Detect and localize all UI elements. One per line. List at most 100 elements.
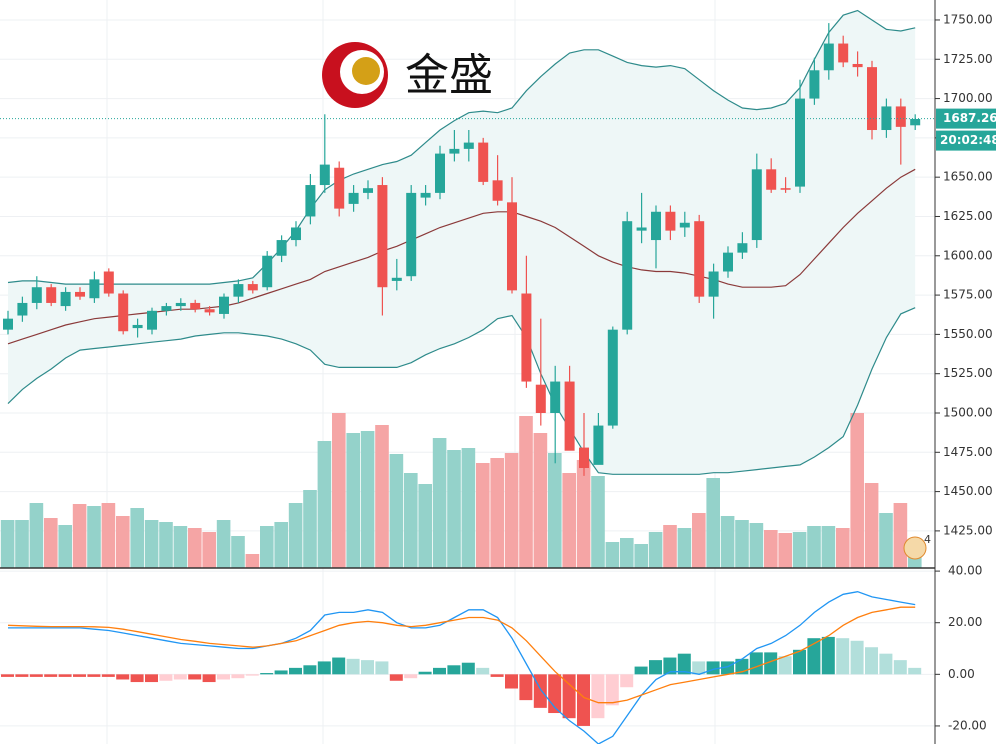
candle-body (910, 119, 921, 126)
candle-body (492, 180, 503, 201)
macd-histogram-bar (346, 658, 360, 675)
macd-histogram-bar (73, 674, 86, 677)
candle-body (161, 306, 172, 311)
candle-body (89, 279, 100, 299)
macd-histogram-bar (692, 661, 706, 675)
volume-bar (144, 520, 159, 568)
macd-histogram-bar (303, 665, 317, 675)
candle-body (751, 169, 762, 241)
candle-body (521, 293, 532, 382)
logo: 金盛 (322, 42, 493, 108)
candle-body (463, 142, 474, 149)
macd-histogram-bar (130, 674, 144, 683)
volume-bar (44, 518, 58, 568)
volume-bar (735, 520, 749, 568)
candle-body (881, 106, 892, 131)
volume-bar (778, 533, 792, 568)
candle-body (46, 287, 57, 303)
y-tick-label: 20.00 (948, 615, 982, 629)
macd-line (8, 591, 916, 744)
candle-body (31, 287, 42, 303)
macd-histogram-bar (245, 674, 259, 676)
macd-histogram-bar (850, 640, 864, 675)
volume-bar (605, 542, 620, 568)
candle-body (636, 227, 647, 231)
macd-histogram-bar (677, 653, 691, 675)
candle-body (679, 222, 690, 228)
macd-histogram-bar (749, 652, 763, 675)
macd-histogram-bar (29, 674, 43, 677)
volume-bar (288, 503, 303, 568)
macd-histogram-bar (260, 673, 274, 675)
candle-body (823, 43, 834, 71)
macd-histogram-bar (231, 674, 245, 679)
candle-body (708, 271, 719, 297)
candle-body (507, 202, 517, 291)
volume-bar (576, 460, 591, 568)
candle-body (723, 252, 733, 272)
volume-bar (404, 473, 418, 568)
volume-bar (432, 438, 447, 568)
volume-bar (188, 528, 202, 568)
candle-body (377, 185, 388, 288)
macd-histogram-bar (461, 662, 475, 675)
macd-histogram-bar (577, 674, 590, 726)
candle-body (780, 188, 791, 190)
badge-icon (903, 536, 927, 560)
candle-body (363, 188, 373, 193)
volume-bar (850, 413, 864, 568)
band-middle (7, 168, 916, 345)
volume-bar (893, 503, 908, 568)
volume-bar (504, 453, 519, 568)
volume-bar (792, 532, 807, 568)
macd-histogram-bar (605, 674, 619, 706)
volume-bar (116, 516, 130, 568)
volume-bar (519, 416, 533, 568)
candle-body (766, 169, 777, 190)
signal-line (7, 606, 916, 704)
y-tick-label: -20.00 (948, 718, 987, 732)
macd-histogram-bar (58, 674, 72, 677)
candle-body (478, 142, 489, 182)
macd-histogram-bar (332, 657, 346, 675)
candle-body (737, 243, 748, 253)
macd-histogram-bar (116, 674, 130, 680)
candle-body (147, 310, 157, 330)
macd-histogram-bar (908, 667, 922, 675)
volume-bar (879, 513, 893, 568)
macd-histogram-bar (649, 660, 662, 675)
candle-body (607, 329, 618, 426)
volume-bar (562, 473, 576, 568)
candle-body (579, 447, 589, 469)
candle-body (175, 302, 186, 307)
macd-histogram-bar (173, 674, 187, 680)
y-tick-label: 1575.00 (943, 288, 993, 302)
candle-body (17, 302, 28, 316)
candle-body (867, 67, 877, 131)
volume-bar (533, 433, 548, 568)
candle-body (564, 381, 575, 451)
y-tick-label: 1525.00 (943, 366, 993, 380)
y-tick-label: 1750.00 (943, 12, 993, 26)
candle-body (103, 271, 114, 294)
band-fill (8, 10, 916, 475)
volume-bar (173, 526, 188, 568)
macd-histogram-bar (289, 667, 302, 675)
macd-histogram-bar (361, 660, 374, 675)
time-box (936, 130, 996, 151)
volume-bar (260, 526, 274, 568)
macd-histogram-bar (188, 674, 202, 680)
time-label: 20:02:48 (940, 133, 996, 147)
volume-bar (692, 513, 706, 568)
macd-histogram-bar (1, 674, 14, 677)
band-lower (7, 307, 916, 475)
macd-histogram-bar (101, 674, 115, 677)
candle-body (895, 106, 906, 127)
candle-body (75, 291, 85, 297)
macd-histogram-bar (202, 674, 216, 683)
candle-body (435, 153, 445, 193)
macd-histogram-bar (433, 667, 446, 675)
candle-body (305, 185, 316, 217)
candle-body (809, 70, 820, 99)
macd-histogram-bar (217, 674, 230, 680)
